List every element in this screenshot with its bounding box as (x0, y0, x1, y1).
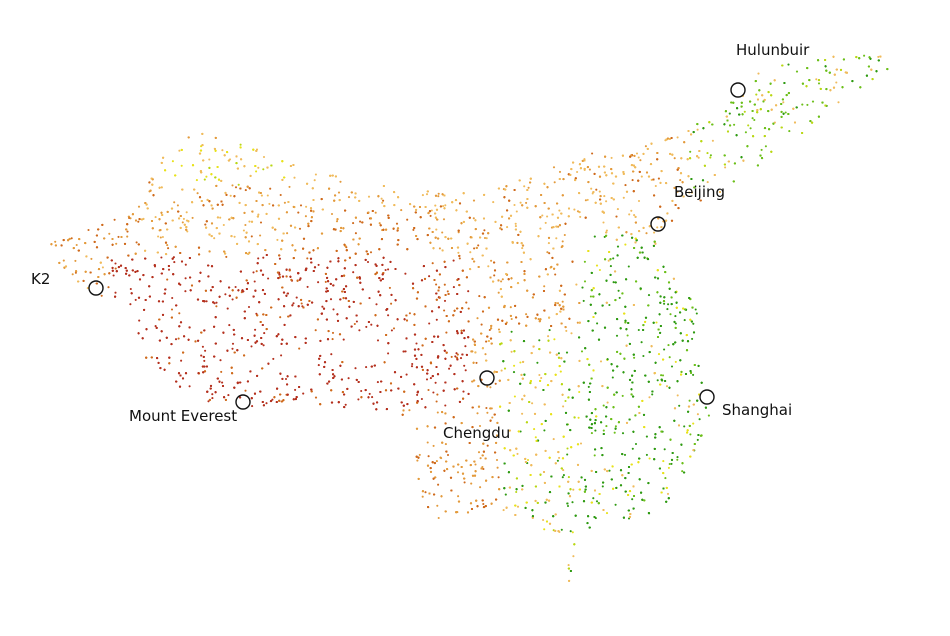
place-label-hulunbuir: Hulunbuir (736, 41, 810, 59)
k2-marker-icon (88, 280, 104, 296)
elevation-point-layer (50, 54, 889, 582)
place-marker-layer (88, 82, 746, 410)
place-label-k2: K2 (31, 270, 50, 288)
place-label-layer: Hulunbuir Beijing K2 Mount Everest Cheng… (31, 41, 810, 442)
place-label-beijing: Beijing (674, 183, 725, 201)
mount-everest-marker-icon (235, 394, 251, 410)
shanghai-marker-icon (699, 389, 715, 405)
hulunbuir-marker-icon (730, 82, 746, 98)
beijing-marker-icon (650, 216, 666, 232)
place-label-chengdu: Chengdu (443, 424, 510, 442)
chengdu-marker-icon (479, 370, 495, 386)
place-label-mount-everest: Mount Everest (129, 407, 237, 425)
place-label-shanghai: Shanghai (722, 401, 792, 419)
